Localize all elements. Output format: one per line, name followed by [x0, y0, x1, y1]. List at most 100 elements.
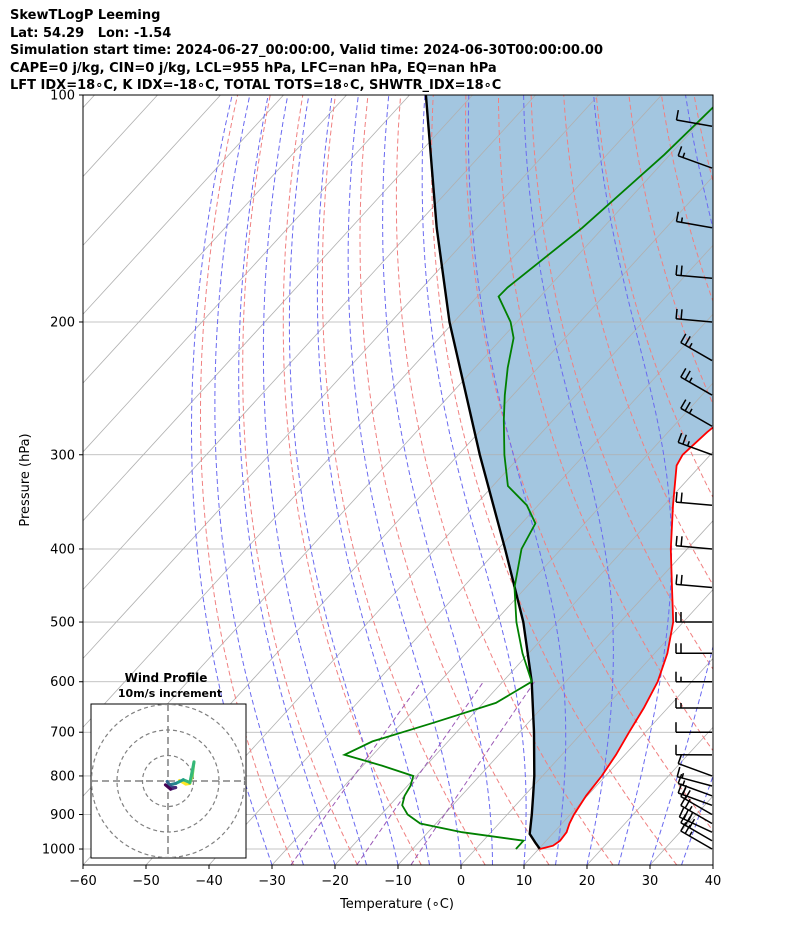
isotherm-line [523, 657, 713, 865]
isotherm-line [83, 95, 284, 315]
wind-barb [677, 753, 713, 777]
dry-adiabat [395, 95, 614, 865]
y-tick-label: 500 [50, 616, 75, 631]
wind-barb [680, 333, 713, 362]
wind-barb [675, 698, 713, 709]
moist-adiabat [316, 95, 430, 865]
wind-barb [676, 766, 713, 787]
wind-barb [677, 773, 713, 797]
isotherm-line [334, 451, 713, 865]
isotherm-line [83, 95, 473, 522]
moist-adiabat [238, 95, 336, 865]
hodograph [91, 704, 246, 858]
cape-region [425, 95, 713, 849]
dry-adiabat [563, 95, 713, 586]
x-axis: −60 −50 −40 −30 −20 −10 0 10 20 30 40 [69, 865, 721, 889]
wind-barb [680, 368, 713, 396]
adiabats [191, 95, 794, 865]
title-line: LFT IDX=18∘C, K IDX=-18∘C, TOTAL TOTS=18… [10, 78, 502, 93]
wind-barb [675, 265, 713, 280]
dewpoint-line [341, 106, 713, 850]
moist-adiabat [712, 863, 713, 865]
isotherm-line [145, 244, 713, 865]
moist-adiabat [347, 95, 462, 865]
hodograph-segment [188, 760, 196, 784]
y-axis-label: Pressure (hPa) [18, 433, 33, 526]
moist-adiabat [593, 95, 673, 865]
dry-adiabat [282, 95, 422, 865]
moist-adiabat [191, 95, 273, 865]
isotherm-line [776, 95, 794, 865]
x-tick-label: −50 [132, 874, 159, 889]
parcel-line [424, 95, 541, 850]
wind-barb [675, 308, 713, 323]
x-tick-label: 30 [642, 874, 659, 889]
y-tick-label: 600 [50, 675, 75, 690]
x-axis-label: Temperature (∘C) [339, 897, 454, 912]
wind-barb [675, 744, 713, 756]
dry-adiabat [727, 95, 794, 865]
wind-barb [675, 492, 713, 506]
isotherm-line [83, 95, 95, 109]
wind-barb [675, 612, 713, 623]
dry-adiabat [465, 95, 713, 832]
dry-adiabat [321, 95, 486, 865]
profiles [341, 95, 713, 850]
isotherm-line [712, 864, 713, 865]
y-axis: 100 200 300 400 500 600 700 800 900 1000 [42, 89, 83, 858]
title-line: Simulation start time: 2024-06-27_00:00:… [10, 43, 603, 58]
moist-adiabat [467, 95, 567, 865]
isotherm-line [586, 726, 713, 865]
isotherm-line [83, 95, 599, 660]
inset-subtitle: 10m/s increment [118, 687, 222, 700]
dry-adiabat [498, 95, 713, 752]
title-line: SkewTLogP Leeming [10, 8, 161, 23]
wind-barb [675, 722, 713, 733]
wind-barb [675, 211, 713, 229]
y-tick-label: 200 [50, 315, 75, 330]
dry-adiabat [628, 95, 713, 406]
chart-title: SkewTLogP Leeming Lat: 54.29 Lon: -1.54 Si… [10, 7, 603, 95]
inset-title: Wind Profile [125, 671, 208, 685]
x-tick-label: −10 [384, 874, 411, 889]
hodograph-segment [163, 783, 173, 791]
wind-barb [677, 146, 713, 169]
isotherm-line [83, 95, 410, 453]
isotherm-line [83, 95, 347, 384]
isotherm-line [397, 520, 713, 865]
y-tick-label: 300 [50, 448, 75, 463]
moist-adiabat [649, 95, 713, 865]
mixing-ratio-line [356, 681, 484, 865]
moist-adiabat [382, 95, 493, 865]
y-tick-label: 100 [50, 89, 75, 104]
wind-barb [680, 787, 713, 816]
wind-barb [675, 574, 713, 589]
x-tick-label: −60 [69, 874, 96, 889]
x-tick-label: 40 [705, 874, 722, 889]
moist-adiabat [421, 95, 527, 865]
dry-adiabat [242, 95, 358, 865]
wind-barb [677, 432, 713, 456]
x-tick-label: −20 [321, 874, 348, 889]
x-tick-label: 20 [579, 874, 596, 889]
wind-barb [680, 813, 713, 842]
wind-barb [675, 535, 713, 550]
moist-adiabat [288, 95, 399, 865]
title-line: CAPE=0 j/kg, CIN=0 j/kg, LCL=955 hPa, LF… [10, 60, 497, 76]
y-tick-label: 1000 [42, 843, 75, 858]
hodograph-inset: Wind Profile 10m/s increment [90, 671, 247, 859]
isotherm-line [83, 95, 662, 728]
dry-adiabat [759, 95, 794, 865]
wind-barb [675, 643, 713, 655]
dry-adiabat [431, 95, 678, 865]
moist-adiabat [523, 95, 614, 865]
wind-barb [675, 109, 713, 127]
isotherm-line [83, 95, 221, 246]
x-tick-label: −30 [258, 874, 285, 889]
x-tick-label: −40 [195, 874, 222, 889]
isotherm-line [83, 95, 536, 591]
mixing-ratio-line [290, 681, 422, 865]
isotherm-line [460, 588, 713, 865]
wind-barb [680, 822, 713, 850]
